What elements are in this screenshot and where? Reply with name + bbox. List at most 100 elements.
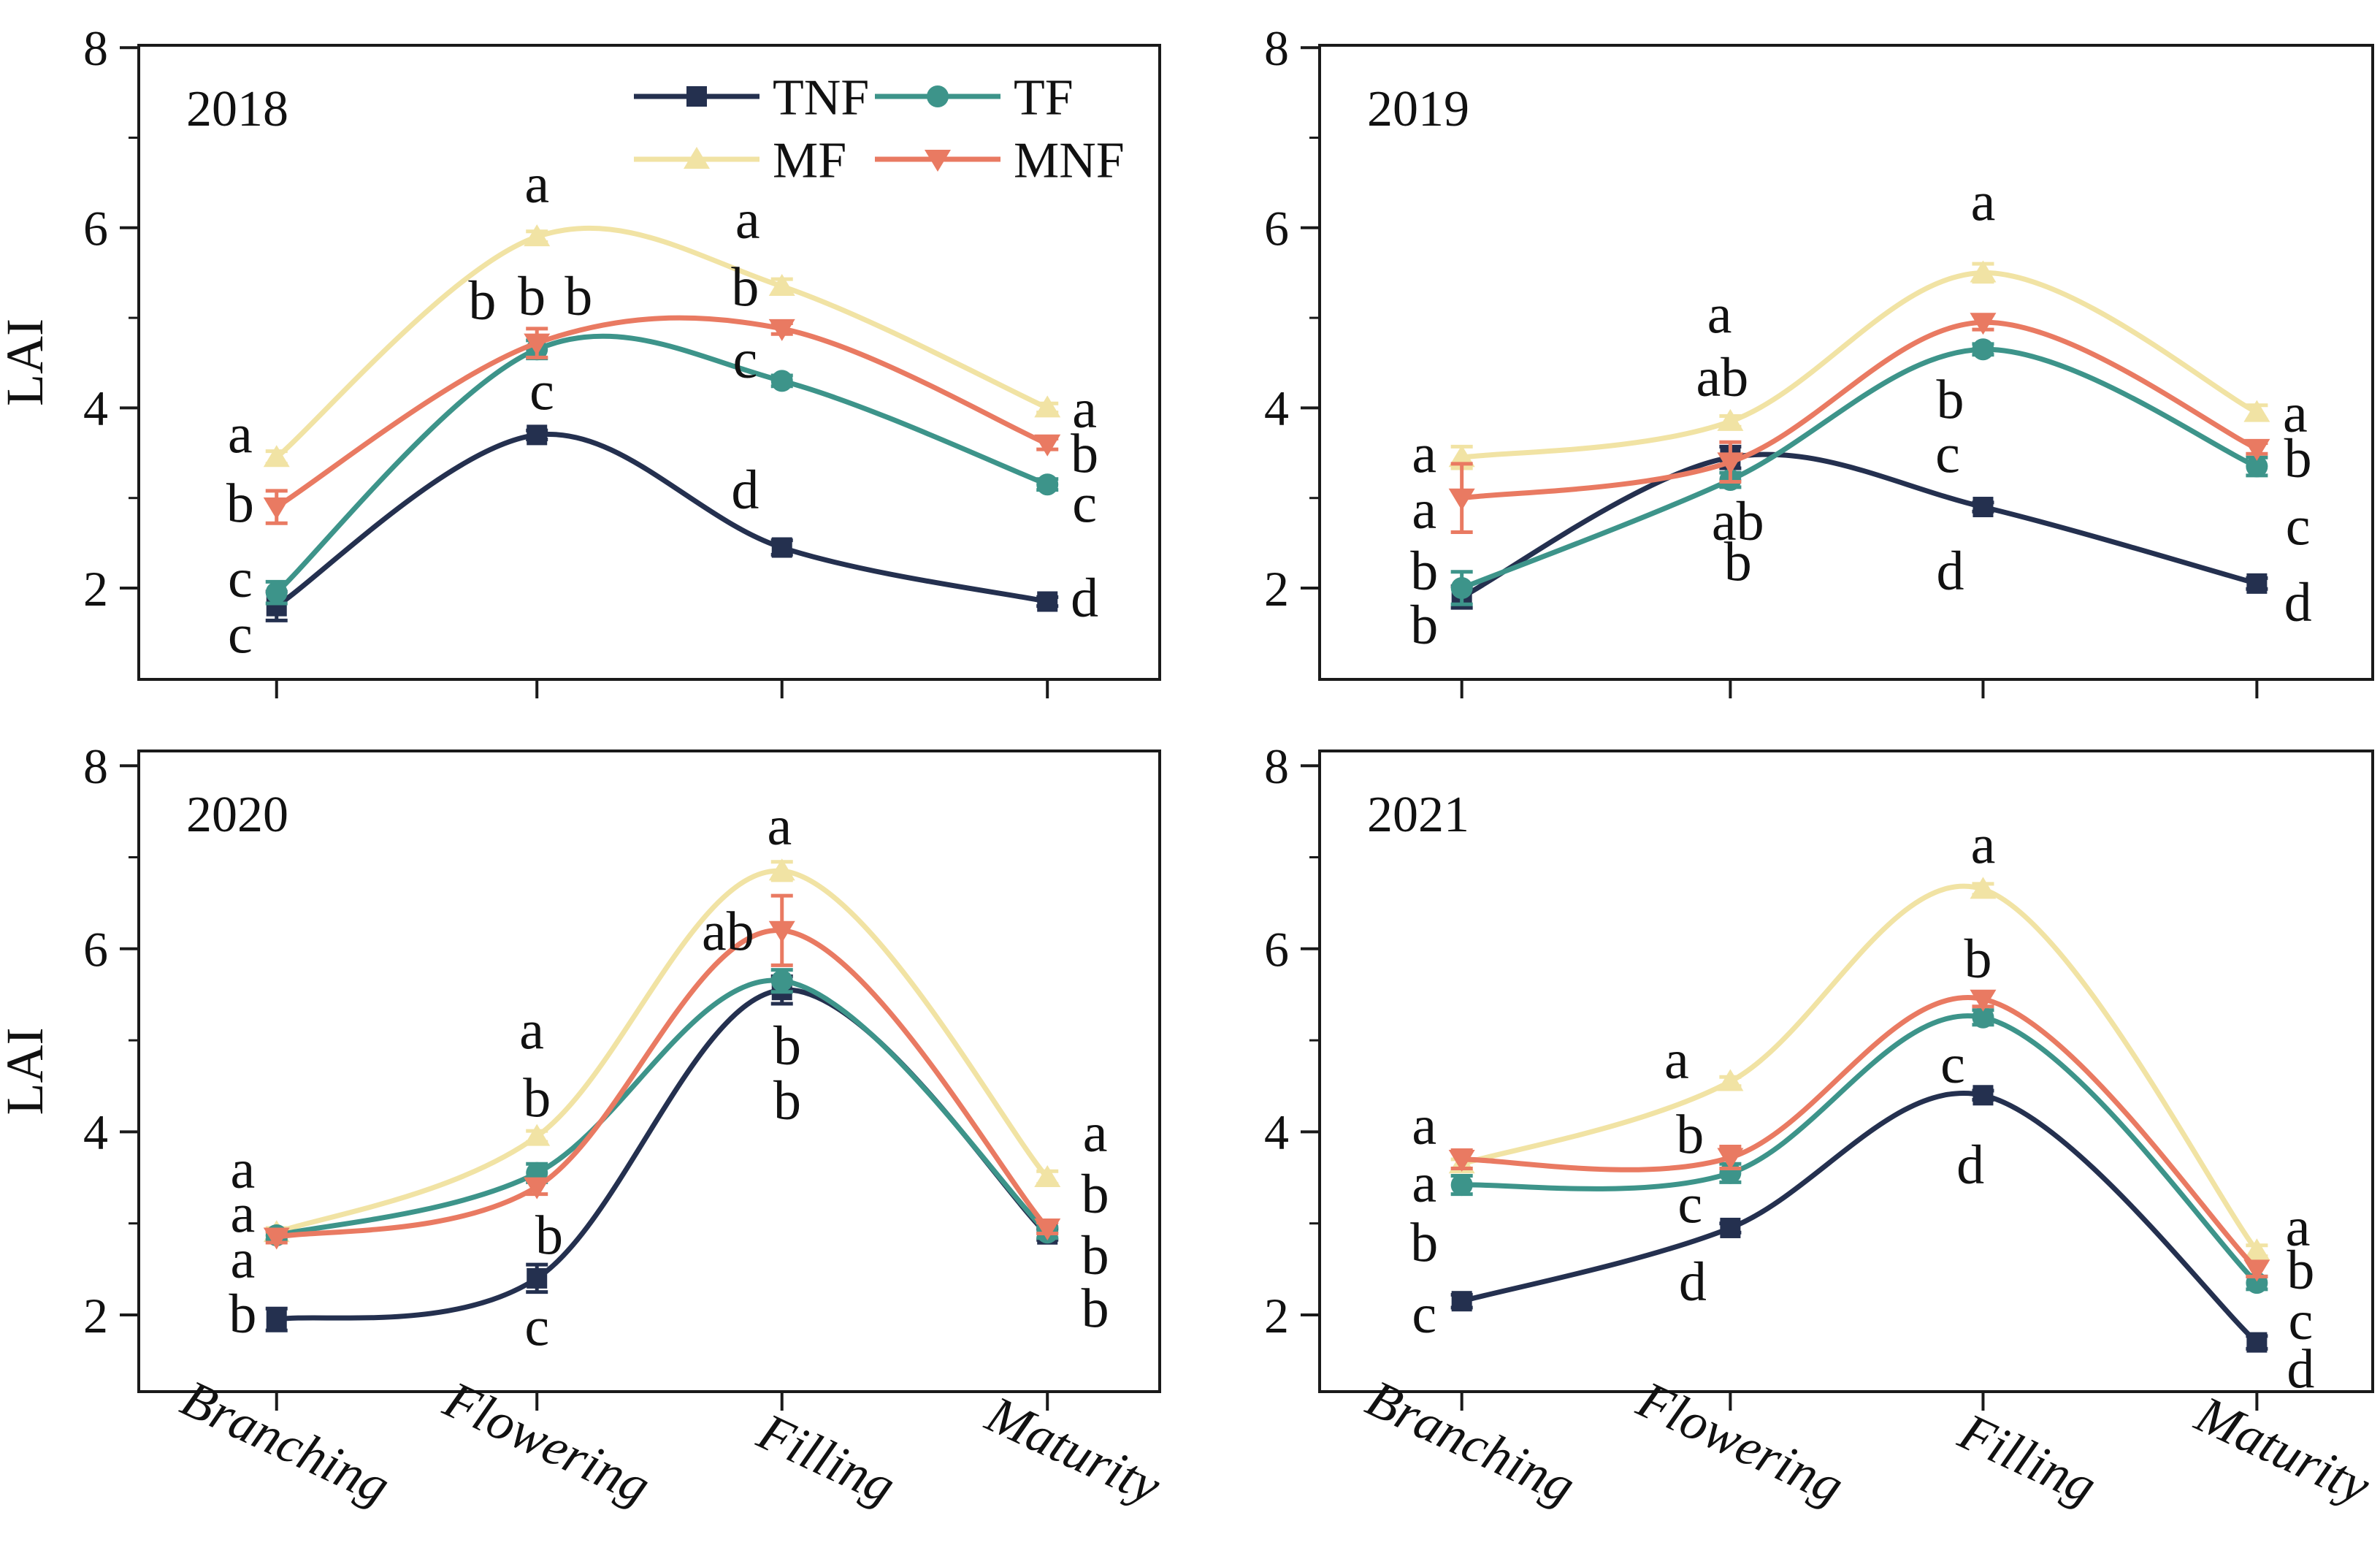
series-line-MNF <box>1461 319 2258 501</box>
sig-letter: c <box>733 329 758 390</box>
series-marker-MF <box>1034 1165 1061 1188</box>
sig-letter: b <box>1410 1212 1438 1273</box>
sig-letter: b <box>1410 595 1438 656</box>
series-marker-MNF <box>1034 434 1061 457</box>
sig-letter: a <box>2283 383 2308 444</box>
sig-letter: b <box>2284 428 2312 489</box>
series-marker-TF <box>1450 577 1473 599</box>
panel-year-label: 2020 <box>186 787 288 843</box>
sig-letter: a <box>1412 1095 1436 1156</box>
sig-letter: d <box>1071 568 1098 629</box>
series-marker-TNF <box>1973 497 1994 518</box>
sig-letter: a <box>1412 1153 1436 1214</box>
x-tick-label: Filling <box>749 1402 903 1516</box>
sig-letter: a <box>1971 171 1996 232</box>
legend-label-TNF: TNF <box>773 70 869 126</box>
plot-box <box>1318 750 2374 1393</box>
legend-label-TF: TF <box>1014 70 1074 126</box>
series-line-MF <box>275 868 1049 1235</box>
sig-letter: b <box>1936 370 1964 431</box>
series-marker-TNF <box>1037 591 1058 612</box>
panel-year-label: 2021 <box>1367 787 1469 843</box>
series-line-TF <box>275 977 1049 1238</box>
series-marker-MNF <box>1970 313 1997 335</box>
sig-letter: c <box>228 603 253 665</box>
sig-letter: a <box>231 1139 256 1200</box>
y-tick-label: 4 <box>1264 381 1289 436</box>
y-tick-label: 6 <box>83 922 108 977</box>
legend-label-MF: MF <box>773 133 846 189</box>
sig-letter: ab <box>1696 347 1748 408</box>
y-tick-label: 8 <box>1264 739 1289 794</box>
series-marker-MF <box>2243 400 2270 422</box>
x-tick-label: Maturity <box>2186 1384 2379 1515</box>
sig-letter: d <box>731 459 759 521</box>
series-line-TF <box>1461 346 2258 591</box>
legend-marker-TF <box>927 85 949 107</box>
series-line-MNF <box>275 315 1049 509</box>
y-tick-label: 8 <box>83 739 108 794</box>
series-marker-MNF <box>768 920 795 943</box>
series-marker-MF <box>1717 408 1744 431</box>
y-axis-label: LAI <box>0 1028 54 1115</box>
y-tick-label: 4 <box>83 1105 108 1160</box>
series-marker-MNF <box>1970 989 1997 1012</box>
sig-letter: c <box>1677 1174 1702 1235</box>
series-marker-MF <box>768 273 795 296</box>
y-tick-label: 2 <box>83 1288 108 1343</box>
y-tick-label: 4 <box>83 381 108 436</box>
sig-letter: b <box>518 266 546 327</box>
series-marker-TNF <box>527 1267 548 1289</box>
series-marker-MF <box>2243 1238 2270 1261</box>
series-line-TNF <box>1461 451 2258 600</box>
sig-letter: c <box>2289 1290 2314 1351</box>
panel-year-label: 2018 <box>186 81 288 137</box>
series-marker-MNF <box>1034 1218 1061 1240</box>
series-marker-TNF <box>771 537 792 558</box>
sig-letter: a <box>1412 424 1436 485</box>
y-tick-label: 6 <box>83 201 108 256</box>
series-marker-TF <box>770 370 793 392</box>
sig-letter: a <box>735 189 760 251</box>
y-tick-label: 8 <box>1264 20 1289 76</box>
series-marker-TNF <box>1973 1085 1994 1106</box>
y-tick-label: 8 <box>83 20 108 76</box>
sig-letter: a <box>1707 284 1732 346</box>
sig-letter: c <box>1412 1284 1436 1345</box>
sig-letter: d <box>1679 1251 1707 1313</box>
sig-letter: b <box>1410 541 1438 602</box>
series-line-MF <box>275 225 1049 459</box>
sig-letter: b <box>535 1205 563 1266</box>
y-tick-label: 2 <box>1264 561 1289 617</box>
series-marker-MNF <box>524 333 551 356</box>
sig-letter: c <box>1940 1034 1965 1095</box>
series-marker-MNF <box>1448 488 1475 511</box>
sig-letter: b <box>468 270 496 332</box>
plot-box <box>1318 44 2374 681</box>
sig-letter: d <box>1956 1134 1984 1196</box>
sig-letter: d <box>2284 572 2312 633</box>
sig-letter: c <box>228 548 253 609</box>
sig-letter: a <box>524 153 549 215</box>
plot-box <box>137 44 1161 681</box>
series-marker-TF <box>2246 455 2268 478</box>
sig-letter: b <box>226 473 254 534</box>
plot-box <box>137 750 1161 1393</box>
sig-letter: b <box>773 1015 801 1077</box>
sig-letter: c <box>524 1297 549 1358</box>
sig-letter: a <box>1664 1029 1689 1091</box>
series-marker-MF <box>1970 877 1997 899</box>
sig-letter: b <box>1082 1225 1109 1286</box>
series-marker-TF <box>1036 473 1059 496</box>
sig-letter: b <box>565 266 592 327</box>
sig-letter: c <box>1072 473 1097 534</box>
series-line-TF <box>1461 1013 2259 1285</box>
x-tick-label: Maturity <box>977 1384 1169 1515</box>
sig-letter: a <box>228 404 253 465</box>
series-marker-TNF <box>1720 1217 1741 1238</box>
sig-letter: ab <box>1712 491 1764 552</box>
series-marker-TNF <box>2246 1332 2268 1353</box>
